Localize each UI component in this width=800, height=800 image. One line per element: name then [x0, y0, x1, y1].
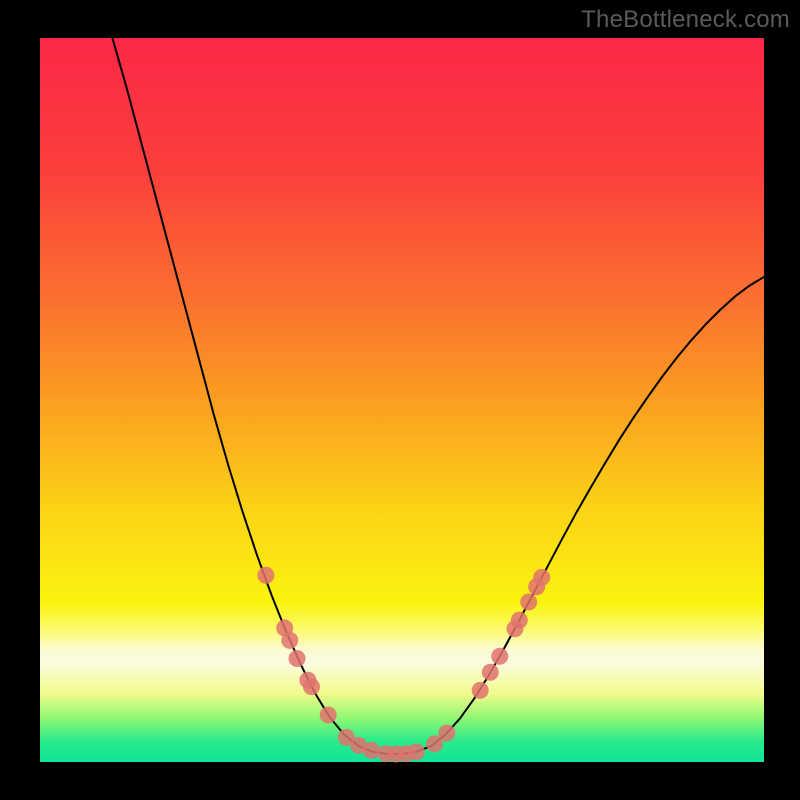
- data-marker: [520, 594, 537, 611]
- bottleneck-curve-chart: [0, 0, 800, 800]
- data-marker: [257, 567, 274, 584]
- data-marker: [438, 725, 455, 742]
- watermark-label: TheBottleneck.com: [581, 6, 790, 34]
- data-marker: [281, 632, 298, 649]
- data-marker: [289, 650, 306, 667]
- data-marker: [472, 682, 489, 699]
- plot-area: [40, 38, 764, 762]
- data-marker: [511, 612, 528, 629]
- data-marker: [533, 569, 550, 586]
- data-marker: [482, 664, 499, 681]
- data-marker: [303, 678, 320, 695]
- data-marker: [408, 743, 425, 760]
- data-marker: [491, 648, 508, 665]
- data-marker: [363, 742, 380, 759]
- data-marker: [320, 706, 337, 723]
- chart-stage: TheBottleneck.com: [0, 0, 800, 800]
